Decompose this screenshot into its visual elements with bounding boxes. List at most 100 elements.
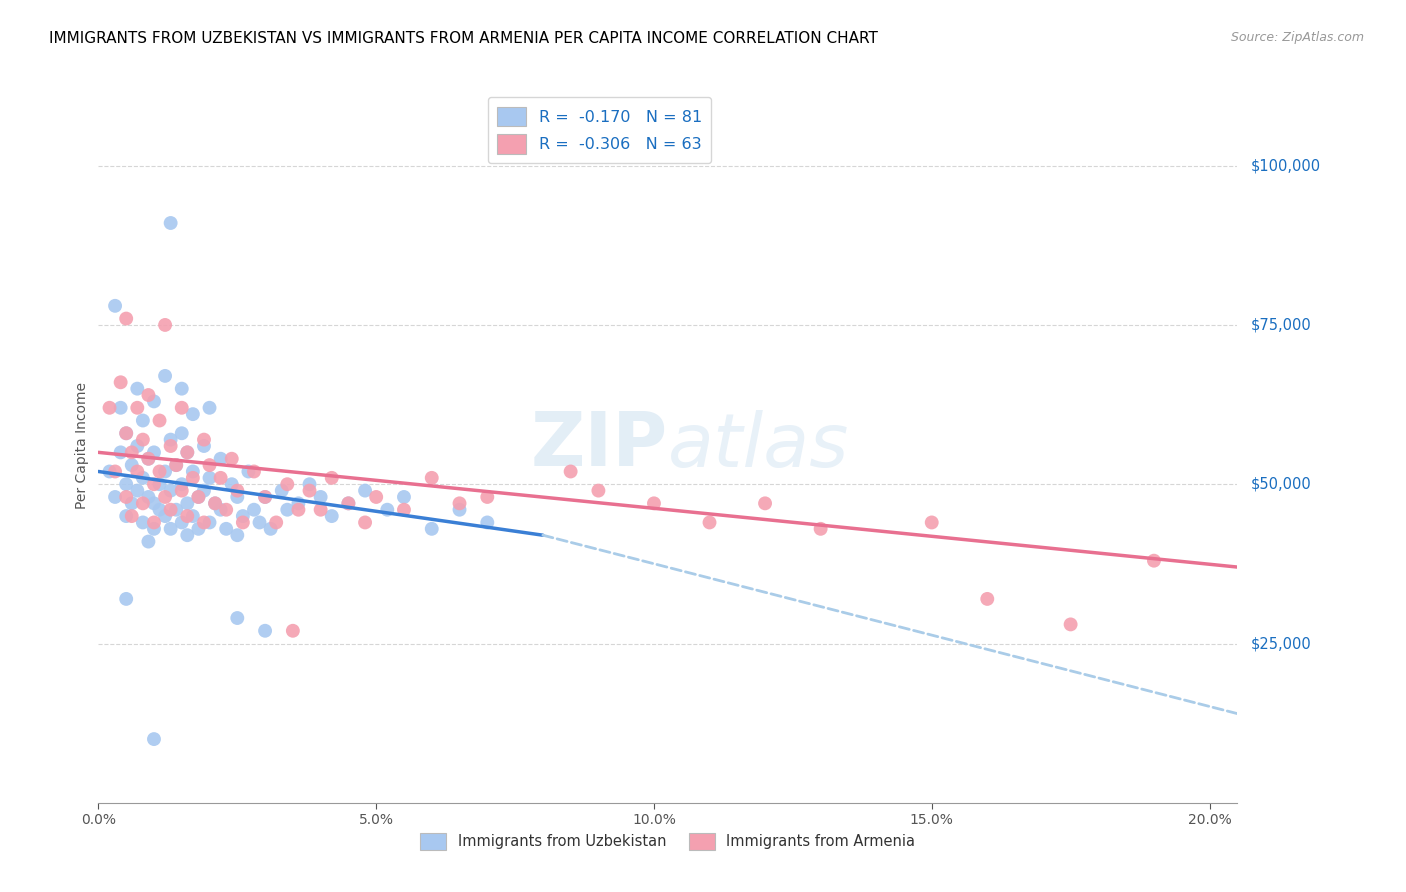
Point xyxy=(209,471,232,485)
Point xyxy=(153,490,176,504)
Point xyxy=(420,471,443,485)
Point xyxy=(276,502,298,516)
Point xyxy=(176,445,198,459)
Point xyxy=(321,509,343,524)
Point xyxy=(143,394,166,409)
Point xyxy=(643,496,665,510)
Point xyxy=(104,465,127,479)
Point xyxy=(287,496,309,510)
Point xyxy=(193,433,215,447)
Point xyxy=(104,299,127,313)
Point xyxy=(270,483,292,498)
Point xyxy=(354,516,377,530)
Point xyxy=(921,516,943,530)
Point xyxy=(337,496,360,510)
Point xyxy=(354,483,377,498)
Point xyxy=(127,401,149,415)
Point xyxy=(449,496,471,510)
Point xyxy=(121,509,143,524)
Text: $75,000: $75,000 xyxy=(1251,318,1312,333)
Point xyxy=(176,445,198,459)
Point xyxy=(159,216,181,230)
Text: IMMIGRANTS FROM UZBEKISTAN VS IMMIGRANTS FROM ARMENIA PER CAPITA INCOME CORRELAT: IMMIGRANTS FROM UZBEKISTAN VS IMMIGRANTS… xyxy=(49,31,879,46)
Point xyxy=(337,496,360,510)
Point xyxy=(176,509,198,524)
Point xyxy=(193,439,215,453)
Point xyxy=(159,433,181,447)
Point xyxy=(153,465,176,479)
Point xyxy=(148,465,170,479)
Point xyxy=(138,451,160,466)
Point xyxy=(243,502,266,516)
Point xyxy=(588,483,610,498)
Point xyxy=(153,509,176,524)
Point xyxy=(181,509,204,524)
Text: $50,000: $50,000 xyxy=(1251,476,1312,491)
Point xyxy=(98,401,121,415)
Point xyxy=(165,502,187,516)
Point xyxy=(264,516,287,530)
Point xyxy=(132,496,155,510)
Point xyxy=(366,490,388,504)
Point xyxy=(110,445,132,459)
Point xyxy=(170,382,193,396)
Point xyxy=(1059,617,1081,632)
Point xyxy=(204,496,226,510)
Point xyxy=(170,401,193,415)
Y-axis label: Per Capita Income: Per Capita Income xyxy=(76,383,90,509)
Point xyxy=(143,496,166,510)
Point xyxy=(976,591,998,606)
Point xyxy=(321,471,343,485)
Point xyxy=(115,509,138,524)
Point xyxy=(132,413,155,427)
Point xyxy=(170,477,193,491)
Point xyxy=(159,502,181,516)
Point xyxy=(148,477,170,491)
Point xyxy=(392,490,415,504)
Point xyxy=(198,458,221,472)
Point xyxy=(127,382,149,396)
Point xyxy=(754,496,776,510)
Legend: Immigrants from Uzbekistan, Immigrants from Armenia: Immigrants from Uzbekistan, Immigrants f… xyxy=(415,827,921,856)
Point xyxy=(148,413,170,427)
Point xyxy=(215,502,238,516)
Point xyxy=(153,318,176,332)
Point xyxy=(127,439,149,453)
Point xyxy=(209,502,232,516)
Point xyxy=(181,471,204,485)
Point xyxy=(298,477,321,491)
Point xyxy=(148,502,170,516)
Point xyxy=(1143,554,1166,568)
Point xyxy=(221,451,243,466)
Point xyxy=(309,490,332,504)
Point xyxy=(143,516,166,530)
Point xyxy=(221,477,243,491)
Point xyxy=(187,490,209,504)
Point xyxy=(449,502,471,516)
Point xyxy=(187,522,209,536)
Point xyxy=(254,490,277,504)
Point xyxy=(132,433,155,447)
Point xyxy=(115,426,138,441)
Point xyxy=(392,502,415,516)
Point xyxy=(198,401,221,415)
Point xyxy=(170,426,193,441)
Point xyxy=(281,624,304,638)
Point xyxy=(176,528,198,542)
Text: ZIP: ZIP xyxy=(530,409,668,483)
Point xyxy=(121,458,143,472)
Point xyxy=(193,483,215,498)
Text: atlas: atlas xyxy=(668,410,849,482)
Point xyxy=(115,477,138,491)
Point xyxy=(215,522,238,536)
Point xyxy=(226,528,249,542)
Point xyxy=(115,490,138,504)
Text: $100,000: $100,000 xyxy=(1251,158,1322,173)
Point xyxy=(143,477,166,491)
Point xyxy=(121,496,143,510)
Point xyxy=(699,516,721,530)
Point xyxy=(110,401,132,415)
Point xyxy=(132,471,155,485)
Text: $25,000: $25,000 xyxy=(1251,636,1312,651)
Point xyxy=(232,509,254,524)
